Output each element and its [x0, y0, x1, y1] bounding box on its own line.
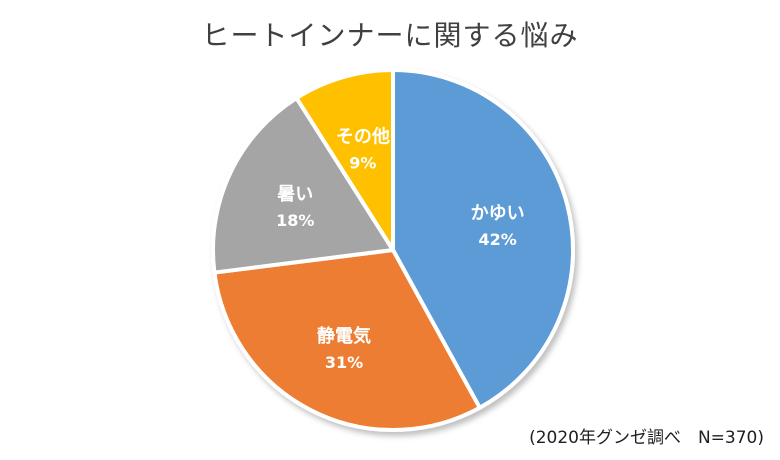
- slice-hot: [211, 96, 395, 275]
- slice-static: [212, 248, 482, 432]
- source-note: (2020年グンゼ調べ N=370): [529, 428, 764, 448]
- slice-other-label: その他: [336, 125, 390, 147]
- slice-hot-percent: 18%: [276, 211, 314, 230]
- slice-other-percent: 9%: [349, 153, 376, 172]
- slice-labels: かゆい 42% 静電気 31% 暑い 18% その他 9%: [276, 125, 524, 372]
- slice-other: [294, 68, 395, 252]
- slice-itchy: [391, 68, 575, 410]
- pie-slices: [211, 68, 575, 432]
- slice-itchy-label: かゆい: [471, 203, 525, 224]
- slice-itchy-percent: 42%: [478, 230, 516, 249]
- slice-static-label: 静電気: [317, 325, 371, 347]
- chart-title: ヒートインナーに関する悩み: [201, 19, 579, 52]
- slice-static-percent: 31%: [325, 353, 363, 372]
- slice-hot-label: 暑い: [277, 184, 313, 205]
